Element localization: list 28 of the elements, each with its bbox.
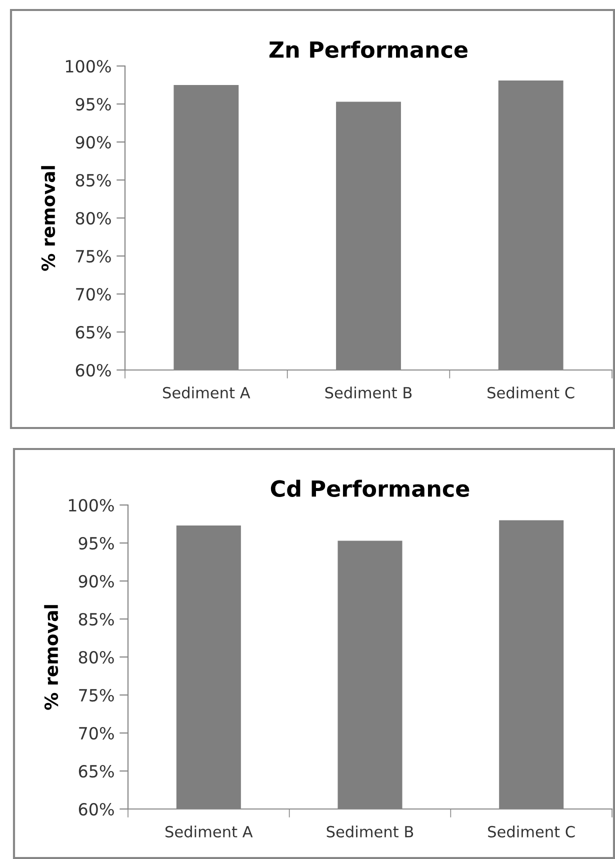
y-tick-label: 70% [79, 726, 114, 740]
chart-title: Zn Performance [269, 40, 468, 58]
y-tick-label: 90% [76, 136, 111, 149]
y-tick-label: 75% [79, 688, 114, 702]
x-tick-label: Sediment A [163, 386, 250, 398]
x-tick-label: Sediment A [166, 826, 253, 838]
x-tick-label: Sediment B [326, 826, 414, 838]
y-tick-label: 90% [78, 574, 114, 588]
y-tick-label: 80% [76, 212, 111, 225]
y-axis-title: % removal [41, 166, 56, 271]
x-tick-label: Sediment C [488, 386, 574, 398]
y-tick-label: 95% [78, 536, 114, 550]
y-tick-label: 100% [66, 60, 111, 73]
y-tick-label: 65% [76, 326, 111, 339]
y-tick-label: 95% [76, 98, 111, 111]
y-tick-label: 70% [76, 288, 111, 301]
y-tick-label: 85% [76, 174, 111, 187]
y-tick-label: 80% [78, 650, 114, 664]
y-tick-label: 65% [78, 764, 114, 778]
x-tick-label: Sediment B [325, 386, 412, 398]
y-axis-title: % removal [44, 605, 58, 710]
y-tick-label: 75% [76, 250, 111, 263]
y-tick-label: 60% [78, 802, 114, 816]
chart-title: Cd Performance [270, 480, 470, 497]
x-tick-label: Sediment C [488, 826, 575, 838]
y-tick-label: 60% [76, 364, 111, 377]
y-tick-label: 85% [78, 612, 114, 626]
y-tick-label: 100% [68, 498, 114, 512]
